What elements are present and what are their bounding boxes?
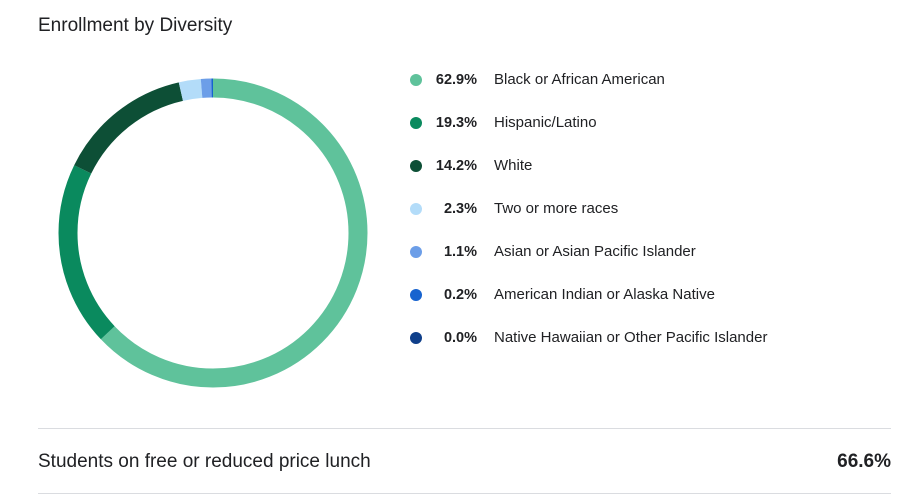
divider <box>38 428 891 429</box>
divider <box>38 493 891 494</box>
legend-item-american-indian-or-alaska-native: 0.2% American Indian or Alaska Native <box>408 273 888 316</box>
donut-chart <box>58 78 368 388</box>
legend-value: 2.3% <box>443 200 477 217</box>
legend-label: Asian or Asian Pacific Islander <box>494 243 696 260</box>
legend-swatch <box>410 116 422 129</box>
legend-swatch <box>410 245 422 258</box>
slice-american-indian-or-alaska-native <box>58 78 368 388</box>
legend-value: 0.0% <box>443 329 477 346</box>
legend-label: Black or African American <box>494 71 665 88</box>
legend-item-black-or-african-american: 62.9% Black or African American <box>408 58 888 101</box>
legend-label: Hispanic/Latino <box>494 114 597 131</box>
legend-item-hispanic-latino: 19.3% Hispanic/Latino <box>408 101 888 144</box>
legend-value: 62.9% <box>435 71 477 88</box>
legend-value: 1.1% <box>443 243 477 260</box>
chart-legend: 62.9% Black or African American 19.3% Hispa… <box>408 58 888 359</box>
free-lunch-label: Students on free or reduced price lunch <box>38 451 371 472</box>
legend-item-two-or-more-races: 2.3% Two or more races <box>408 187 888 230</box>
legend-swatch <box>410 73 422 86</box>
legend-value: 14.2% <box>435 157 477 174</box>
legend-label: American Indian or Alaska Native <box>494 286 715 303</box>
free-lunch-value: 66.6% <box>837 451 891 472</box>
legend-item-native-hawaiian-or-other-pacific-islander: 0.0% Native Hawaiian or Other Pacific Isl… <box>408 316 888 359</box>
chart-title: Enrollment by Diversity <box>38 15 233 36</box>
legend-label: Two or more races <box>494 200 619 217</box>
legend-swatch <box>410 202 422 215</box>
legend-item-asian-or-asian-pacific-islander: 1.1% Asian or Asian Pacific Islander <box>408 230 888 273</box>
legend-swatch <box>410 288 422 301</box>
legend-swatch <box>410 159 422 172</box>
legend-value: 19.3% <box>435 114 477 131</box>
slice-hispanic-latino <box>58 78 368 388</box>
legend-value: 0.2% <box>443 286 477 303</box>
legend-item-white: 14.2% White <box>408 144 888 187</box>
legend-label: Native Hawaiian or Other Pacific Islande… <box>494 329 768 346</box>
legend-swatch <box>410 331 422 344</box>
legend-label: White <box>494 157 533 174</box>
